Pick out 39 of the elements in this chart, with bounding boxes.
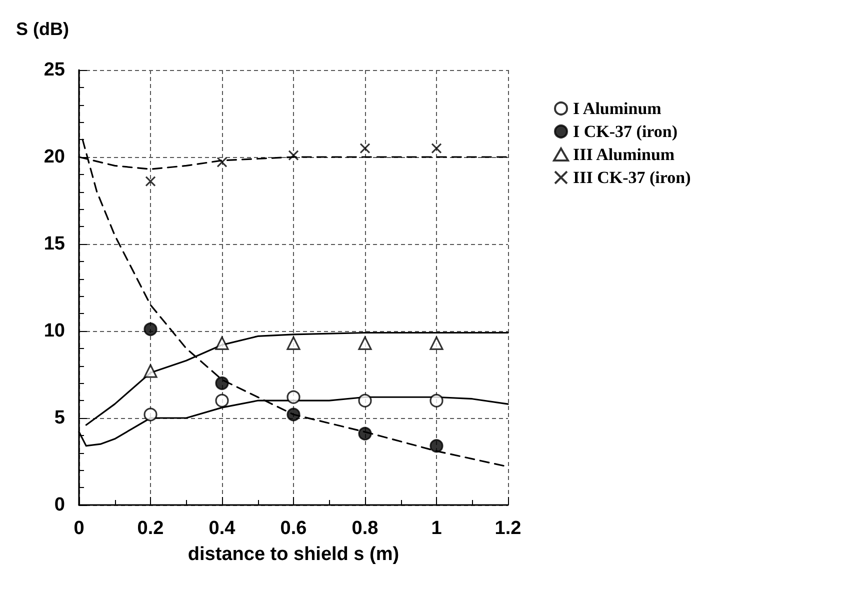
legend-label: I Aluminum <box>573 99 662 118</box>
point <box>144 322 158 336</box>
legend-label: III CK-37 (iron) <box>573 168 691 187</box>
point <box>215 376 229 390</box>
point <box>144 408 158 422</box>
legend-label: III Aluminum <box>573 145 675 164</box>
x-tick-label: 0 <box>74 518 84 539</box>
x-tick-label: 0.8 <box>352 518 378 539</box>
x-tick-label: 0.6 <box>280 518 307 539</box>
point <box>215 336 229 350</box>
point <box>286 390 300 404</box>
point <box>286 408 300 422</box>
point <box>430 394 444 408</box>
legend-label: I CK-37 (iron) <box>573 122 678 141</box>
point <box>358 336 372 350</box>
y-tick-label: 15 <box>44 234 66 254</box>
point <box>144 364 158 378</box>
y-axis-title: S (dB) <box>16 19 69 39</box>
point <box>286 336 300 350</box>
y-tick-label: 20 <box>44 146 65 168</box>
x-axis-title: distance to shield s (m) <box>188 544 400 565</box>
y-tick-label: 0 <box>54 494 65 516</box>
x-tick-label: 0.4 <box>208 518 236 539</box>
point <box>430 336 444 350</box>
point <box>358 394 372 408</box>
point <box>358 426 372 440</box>
point <box>430 439 444 453</box>
point <box>360 143 370 154</box>
y-tick-label: 10 <box>44 320 65 342</box>
x-tick-label: 1.2 <box>494 518 522 539</box>
point <box>145 176 156 187</box>
point <box>431 143 442 154</box>
x-tick-label: 1 <box>431 518 442 539</box>
point <box>288 150 299 161</box>
x-tick-label: 0.2 <box>137 518 164 539</box>
point <box>215 394 229 408</box>
point <box>216 156 228 168</box>
y-tick-label: 5 <box>54 408 66 428</box>
y-tick-label: 25 <box>44 60 66 80</box>
